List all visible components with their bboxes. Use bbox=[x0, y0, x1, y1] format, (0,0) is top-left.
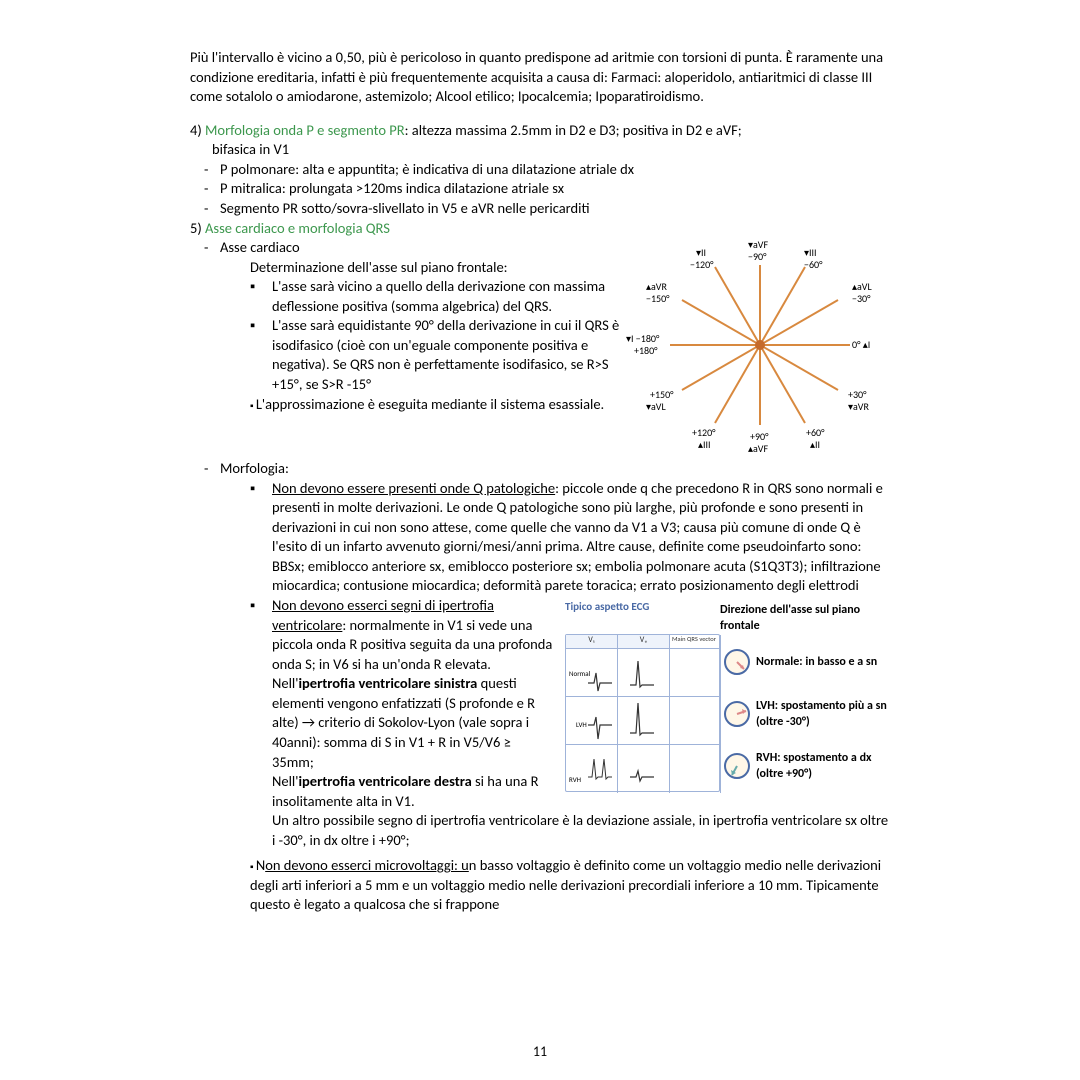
hex-label: −30° bbox=[852, 292, 871, 306]
ecg-row-rvh: RVH: spostamento a dx (oltre +90°) bbox=[720, 740, 890, 792]
asse-bullet: ▪L'asse sarà equidistante 90° della deri… bbox=[190, 316, 620, 394]
hex-label: ▴aVF bbox=[748, 442, 768, 456]
hex-label: ▴II bbox=[810, 438, 820, 452]
hex-label: ▴III bbox=[698, 438, 711, 452]
section-4: 4) Morfologia onda P e segmento PR: alte… bbox=[190, 121, 890, 219]
morf-bullet-1: ▪ Non devono essere presenti onde Q pato… bbox=[190, 479, 890, 596]
ecg-row-normal: Normale: in basso e a sn bbox=[720, 636, 890, 688]
sec4-line2: bifasica in V1 bbox=[190, 140, 890, 160]
vector-icon bbox=[724, 649, 750, 675]
sec4-item: -Segmento PR sotto/sovra-slivellato in V… bbox=[190, 199, 890, 219]
page-number: 11 bbox=[0, 1043, 1080, 1062]
morf-bullet-2: ▪ Non devono esserci segni di ipertrofia… bbox=[190, 596, 555, 811]
page-content: Più l'intervallo è vicino a 0,50, più è … bbox=[190, 48, 890, 915]
sec4-item: -P mitralica: prolungata >120ms indica d… bbox=[190, 179, 890, 199]
asse-bullet: ▪L'asse sarà vicino a quello della deriv… bbox=[190, 277, 620, 316]
hex-label: +180° bbox=[634, 344, 658, 358]
intro-paragraph: Più l'intervallo è vicino a 0,50, più è … bbox=[190, 48, 890, 107]
morfologia-item: -Morfologia: bbox=[190, 459, 890, 479]
hexaxial-figure: ▾aVF −90° ▾II −120° ▾III −60° ▴aVR −150°… bbox=[630, 238, 890, 453]
direction-title: Direzione dell'asse sul piano frontale bbox=[720, 600, 890, 634]
vector-icon bbox=[724, 701, 750, 727]
hex-label: −60° bbox=[804, 258, 823, 272]
section-5: 5) Asse cardiaco e morfologia QRS bbox=[190, 219, 890, 239]
col-v6: V₆ bbox=[618, 635, 670, 649]
ecg-aspect-figure: Tipico aspetto ECG Direzione dell'asse s… bbox=[565, 600, 890, 792]
asse-cardiaco-item: -Asse cardiaco bbox=[190, 238, 620, 258]
hex-label: ▾aVL bbox=[646, 400, 666, 414]
row-rvh: RVH bbox=[569, 775, 581, 784]
hexaxial-svg bbox=[630, 238, 890, 453]
ecg-row-lvh: LVH: spostamento più a sn (oltre -30°) bbox=[720, 688, 890, 740]
tipico-frame: V₁ V₆ Main QRS vector Normal bbox=[565, 634, 720, 792]
morf2-text-d: Nell' bbox=[272, 772, 298, 790]
sec4-tail: : altezza massima 2.5mm in D2 e D3; posi… bbox=[405, 121, 742, 139]
morf2-f: Un altro possibile segno di ipertrofia v… bbox=[190, 811, 890, 850]
hex-label: −120° bbox=[690, 258, 714, 272]
col-v1: V₁ bbox=[566, 635, 618, 649]
hex-label: 0° ▴I bbox=[852, 338, 870, 352]
morf2-bold-1: ipertrofia ventricolare sinistra bbox=[298, 674, 477, 692]
morf-bullet-3: ▪ Non devono esserci microvoltaggi: un b… bbox=[190, 856, 890, 915]
sec5-num: 5) bbox=[190, 219, 202, 237]
hex-label: ▾aVR bbox=[848, 400, 869, 414]
sec4-item: -P polmonare: alta e appuntita; è indica… bbox=[190, 160, 890, 180]
morf3-underline: on devono esserci microvoltaggi: u bbox=[265, 856, 469, 874]
sec4-num: 4) bbox=[190, 121, 202, 139]
main-vec: Main QRS vector bbox=[670, 635, 721, 649]
hex-label: −150° bbox=[646, 292, 670, 306]
morf1-underline: Non devono essere presenti onde Q patolo… bbox=[272, 479, 555, 497]
sec4-label: Morfologia onda P e segmento PR bbox=[205, 121, 405, 139]
vector-icon bbox=[724, 753, 750, 779]
sec5-label: Asse cardiaco e morfologia QRS bbox=[205, 219, 390, 237]
morf2-bold-2: ipertrofia ventricolare destra bbox=[298, 772, 471, 790]
hex-label: −90° bbox=[748, 250, 767, 264]
tipico-title: Tipico aspetto ECG bbox=[565, 600, 720, 615]
